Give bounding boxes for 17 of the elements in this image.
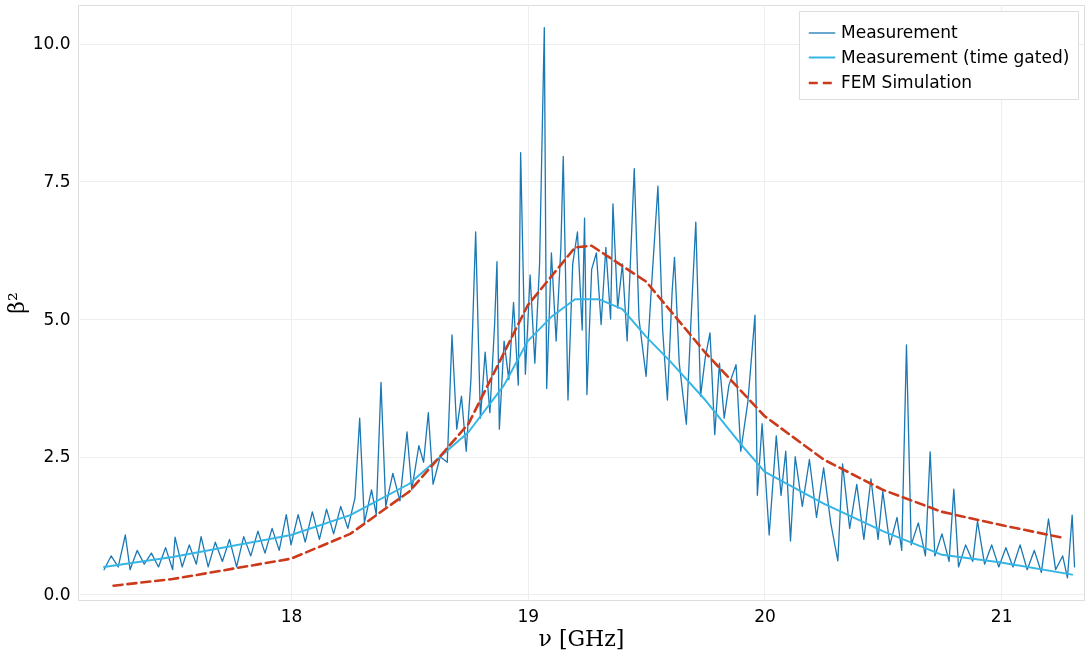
y-tick-label: 7.5 [43, 170, 71, 191]
legend-label: Measurement [841, 22, 959, 42]
x-tick-label: 21 [990, 605, 1013, 626]
y-tick-label: 5.0 [43, 308, 71, 329]
line-series [112, 244, 1062, 587]
x-tick-label: 20 [754, 605, 776, 626]
line-series [103, 298, 1074, 576]
y-tick-label: 2.5 [43, 446, 71, 467]
y-tick-label: 0.0 [43, 583, 71, 604]
x-tick-label: 19 [517, 605, 540, 626]
x-tick-label: 18 [280, 605, 303, 626]
x-axis-title: ν [GHz] [538, 625, 625, 651]
line-series [103, 26, 1076, 579]
legend-label: Measurement (time gated) [841, 46, 1070, 67]
y-axis-title: β² [3, 292, 29, 314]
y-tick-label: 10.0 [32, 33, 71, 54]
legend-label: FEM Simulation [841, 72, 973, 92]
